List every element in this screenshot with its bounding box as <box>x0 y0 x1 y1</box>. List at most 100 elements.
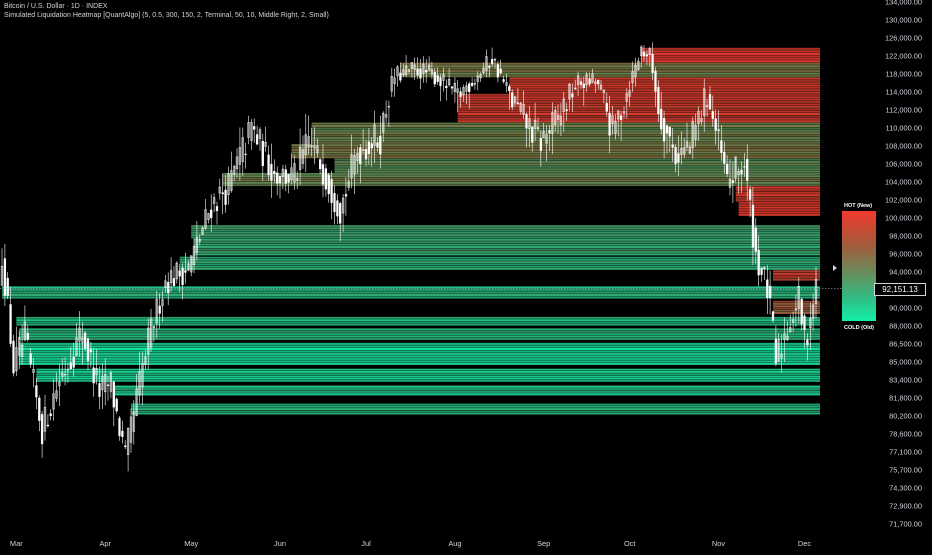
candle-body <box>502 79 505 82</box>
candle-body <box>55 390 58 399</box>
candle-body <box>574 87 577 90</box>
candle-body <box>766 279 769 298</box>
current-price-tag: 92,151.13 <box>874 282 926 296</box>
candle-body <box>298 146 302 170</box>
candle-body <box>253 126 256 130</box>
candle-body <box>129 416 133 443</box>
candle-body <box>447 78 451 86</box>
candle-body <box>316 145 319 154</box>
candle-body <box>3 258 7 296</box>
candle-body <box>777 339 780 362</box>
candle-body <box>505 82 508 86</box>
candle-body <box>364 149 368 160</box>
candle-body <box>508 86 511 92</box>
candle-body <box>425 69 428 73</box>
candle-body <box>746 158 749 181</box>
candle-body <box>668 126 671 137</box>
candle-body <box>390 76 393 92</box>
candle-body <box>694 125 697 140</box>
y-tick-label: 114,000.00 <box>886 88 922 97</box>
heat-band-18 <box>19 347 820 350</box>
candle-body <box>287 174 290 183</box>
candle-body <box>258 129 262 139</box>
candle-body <box>814 279 818 304</box>
heat-band-2 <box>509 84 820 87</box>
indicator-label[interactable]: Simulated Liquidation Heatmap [QuantAlgo… <box>4 12 329 19</box>
candle-body <box>674 147 677 165</box>
candle-body <box>215 206 219 212</box>
candle-body <box>430 69 434 75</box>
heat-band-2 <box>509 91 820 94</box>
price-axis[interactable]: 134,000.00 130,000.00 126,000.00 122,000.00… <box>885 0 922 529</box>
candle-body <box>109 372 113 392</box>
x-tick-label: Oct <box>624 539 636 548</box>
candle-body <box>743 166 746 168</box>
candle-body <box>562 98 565 112</box>
candle-body <box>720 140 723 154</box>
candle-body <box>399 72 402 81</box>
candle-body <box>700 118 703 122</box>
candle-body <box>310 145 313 147</box>
heat-band-19 <box>36 371 820 373</box>
x-tick-label: Dec <box>798 539 811 548</box>
candle-body <box>121 430 124 437</box>
candle-body <box>734 156 737 179</box>
heat-band-7 <box>222 182 820 184</box>
heat-band-6 <box>334 158 820 161</box>
candle-body <box>565 109 568 111</box>
candle-body <box>614 120 617 134</box>
heat-band-5 <box>291 156 820 159</box>
candle-body <box>703 88 706 117</box>
candle-body <box>58 381 61 387</box>
heat-band-12 <box>179 258 820 261</box>
candle-body <box>324 168 328 190</box>
candle-body <box>98 383 101 397</box>
candle-body <box>628 90 631 97</box>
candle-body <box>680 148 683 155</box>
heat-band-6 <box>334 163 820 166</box>
heat-band-19 <box>36 373 820 376</box>
candle-body <box>138 371 141 396</box>
candle-body <box>382 112 385 133</box>
heat-band-15 <box>773 300 820 303</box>
candle-body <box>261 140 264 166</box>
candle-body <box>370 143 373 149</box>
heat-band-0 <box>641 52 820 55</box>
heat-band-18 <box>19 342 820 345</box>
candle-body <box>416 68 419 76</box>
candle-body <box>585 74 588 86</box>
candle-body <box>95 368 98 376</box>
heat-band-9 <box>738 201 820 204</box>
candles-layer <box>0 42 818 472</box>
candle-body <box>688 146 692 154</box>
time-axis[interactable]: Mar Apr May Jun Jul Aug Sep Oct Nov Dec <box>10 539 811 548</box>
y-tick-label: 71,700.00 <box>889 520 922 529</box>
heat-band-12 <box>179 261 820 264</box>
heat-band-20 <box>113 388 821 391</box>
heat-band-11 <box>194 241 820 244</box>
heat-band-4 <box>311 134 820 137</box>
candle-body <box>568 83 571 100</box>
heat-band-17 <box>19 328 820 331</box>
heat-band-19 <box>36 375 820 378</box>
symbol-title[interactable]: Bitcoin / U.S. Dollar · 1D · INDEX <box>4 3 108 10</box>
heat-band-16 <box>16 321 821 324</box>
candle-body <box>763 267 766 269</box>
candle-body <box>190 255 193 273</box>
candle-body <box>164 280 167 288</box>
candle-body <box>224 189 227 205</box>
heat-band-21 <box>131 403 820 406</box>
y-tick-label: 72,900.00 <box>889 502 922 511</box>
heat-band-20 <box>113 390 821 393</box>
candle-body <box>450 86 454 89</box>
candle-body <box>490 59 494 65</box>
candle-body <box>631 71 634 84</box>
heat-band-1 <box>400 65 820 68</box>
heat-band-21 <box>131 408 820 411</box>
candle-body <box>789 327 792 333</box>
candle-body <box>522 104 525 115</box>
candle-body <box>178 270 181 277</box>
candle-body <box>384 114 388 118</box>
